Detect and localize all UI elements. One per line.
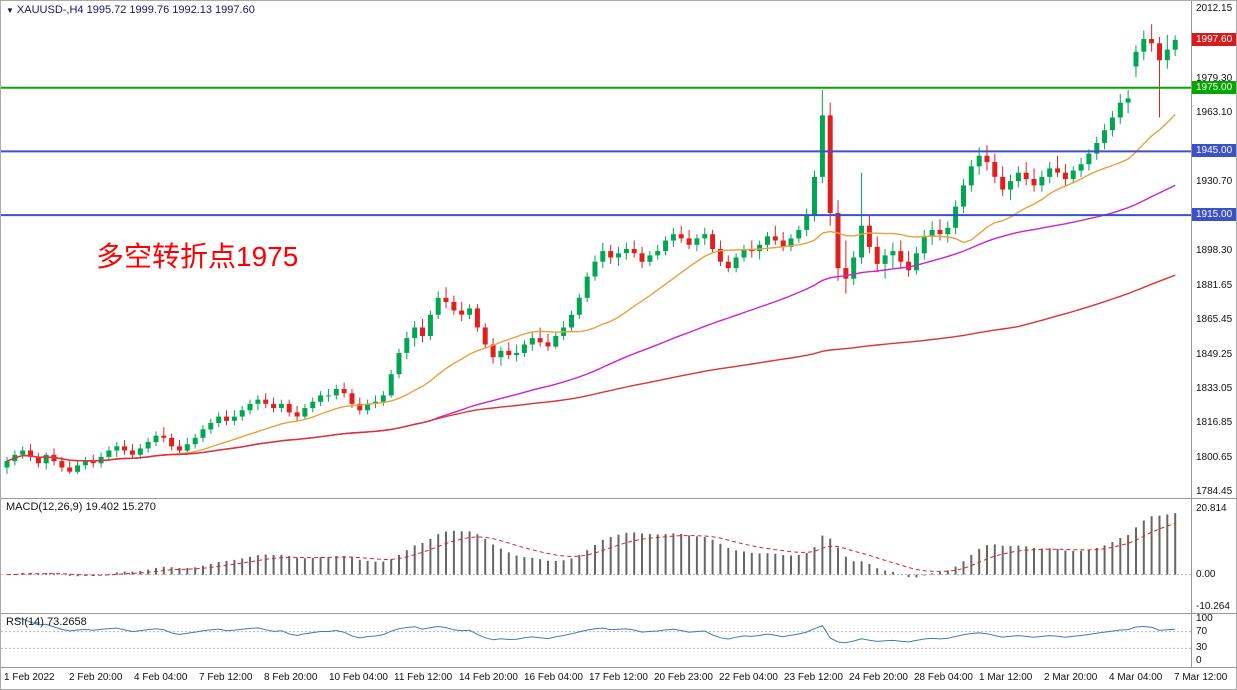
ohlc-header: ▼ XAUUSD-,H4 1995.72 1999.76 1992.13 1997… [6, 4, 255, 16]
price-tick: 1930.70 [1196, 175, 1233, 187]
candles [4, 24, 1178, 474]
time-tick: 8 Feb 20:00 [264, 672, 318, 683]
price-tick: 1849.25 [1196, 348, 1233, 360]
level-badge-1945: 1945.00 [1192, 144, 1236, 158]
time-tick: 2 Mar 20:00 [1044, 672, 1098, 683]
time-tick: 23 Feb 12:00 [784, 672, 843, 683]
rsi-axis-tick: 0 [1196, 655, 1202, 666]
rsi-axis-tick: 100 [1196, 613, 1213, 624]
price-tick: 1816.85 [1196, 417, 1233, 429]
time-tick: 11 Feb 12:00 [394, 672, 453, 683]
time-tick: 1 Mar 12:00 [979, 672, 1033, 683]
price-tick: 2012.15 [1196, 3, 1233, 14]
price-tick: 1963.10 [1196, 107, 1233, 119]
price-tick: 1865.45 [1196, 314, 1233, 326]
rsi-axis-tick: 70 [1196, 625, 1208, 637]
symbol-dropdown-icon[interactable]: ▼ [6, 6, 14, 15]
ohlc-text: XAUUSD-,H4 1995.72 1999.76 1992.13 1997.… [16, 4, 255, 16]
price-axis[interactable]: 2012.15 1979.30 1963.10 1930.70 1898.30 1881.… [1192, 1, 1236, 667]
time-tick: 24 Feb 20:00 [849, 672, 908, 683]
time-tick: 2 Feb 20:00 [69, 672, 123, 683]
time-tick: 14 Feb 20:00 [459, 672, 518, 683]
time-tick: 7 Feb 12:00 [199, 672, 253, 683]
time-tick: 10 Feb 04:00 [329, 672, 388, 683]
time-tick: 17 Feb 12:00 [589, 672, 648, 683]
rsi-axis-tick: 30 [1196, 642, 1208, 654]
time-tick: 4 Feb 04:00 [134, 672, 188, 683]
rsi-label: RSI(14) 73.2658 [6, 616, 87, 628]
time-tick: 20 Feb 23:00 [654, 672, 713, 683]
macd-axis-tick: -10.264 [1196, 601, 1230, 612]
price-tick: 1881.65 [1196, 279, 1233, 291]
price-tick: 1898.30 [1196, 244, 1233, 256]
time-tick: 4 Mar 04:00 [1109, 672, 1163, 683]
level-badge-1915: 1915.00 [1192, 208, 1236, 222]
macd-chart[interactable] [1, 499, 1191, 613]
macd-label: MACD(12,26,9) 19.402 15.270 [6, 501, 156, 513]
current-price-badge: 1997.60 [1192, 32, 1236, 46]
panel-divider-macd[interactable] [1, 498, 1236, 499]
rsi-line [14, 618, 1176, 644]
ma-130-line [6, 274, 1176, 462]
price-tick: 1800.65 [1196, 451, 1233, 463]
rsi-chart[interactable] [1, 614, 1191, 667]
time-tick: 7 Mar 12:00 [1174, 672, 1228, 683]
price-tick: 1784.45 [1196, 486, 1233, 497]
chart-annotation: 多空转折点1975 [96, 241, 299, 272]
time-tick: 16 Feb 04:00 [524, 672, 583, 683]
time-axis-divider [1, 667, 1236, 668]
time-tick: 1 Feb 2022 [4, 672, 55, 683]
time-tick: 28 Feb 04:00 [914, 672, 973, 683]
time-tick: 22 Feb 04:00 [719, 672, 778, 683]
axis-border [1191, 1, 1192, 667]
time-axis[interactable]: 1 Feb 2022 2 Feb 20:00 4 Feb 04:00 7 Feb 12… [1, 668, 1236, 689]
ma-18-line [6, 114, 1176, 462]
macd-axis-tick: 20.814 [1196, 503, 1227, 514]
price-tick: 1833.05 [1196, 382, 1233, 394]
ma-55-line [6, 184, 1176, 462]
macd-signal-line [6, 522, 1176, 576]
price-tick: 1979.30 [1196, 72, 1233, 84]
macd-axis-tick: 0.00 [1196, 568, 1216, 580]
panel-divider-rsi[interactable] [1, 613, 1236, 614]
level-badge-1975: 1975.00 [1192, 80, 1236, 94]
candlestick-chart[interactable] [1, 1, 1191, 498]
